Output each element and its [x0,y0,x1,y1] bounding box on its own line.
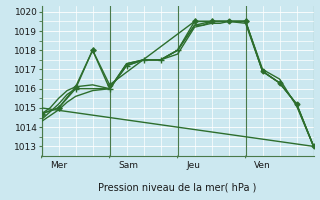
Text: Sam: Sam [118,161,138,170]
Text: Mer: Mer [50,161,67,170]
Text: Jeu: Jeu [186,161,200,170]
Text: Pression niveau de la mer( hPa ): Pression niveau de la mer( hPa ) [99,183,257,193]
Text: Ven: Ven [254,161,271,170]
